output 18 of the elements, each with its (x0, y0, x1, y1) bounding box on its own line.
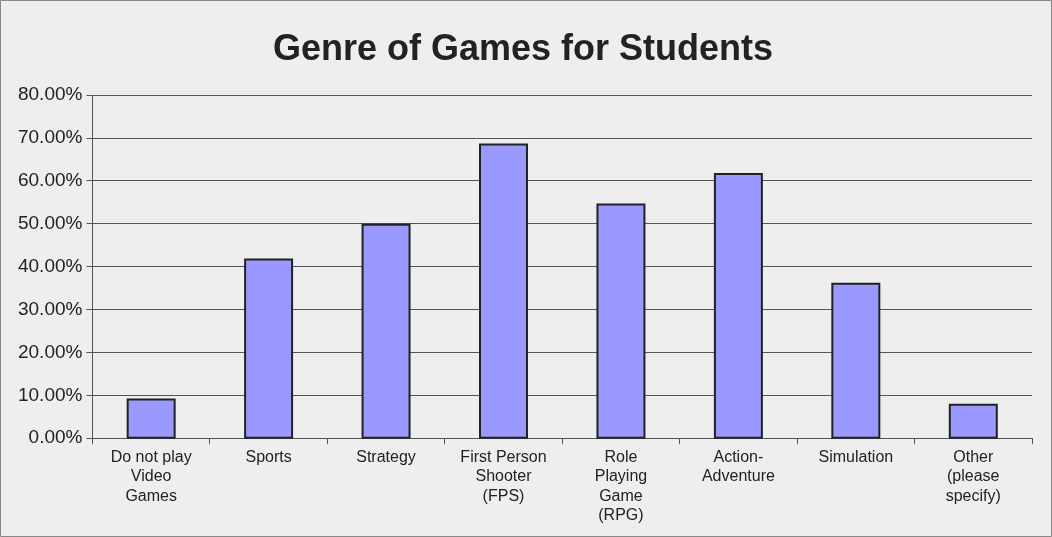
x-tick-label: Action-Adventure (701, 448, 775, 485)
y-tick-label: 70.00% (17, 126, 83, 148)
x-tick-label: Strategy (356, 448, 416, 466)
x-tick-label: Other (please specify) (945, 448, 1001, 504)
x-tick-label: Do not play Video Games (110, 448, 192, 504)
y-tick-label: 40.00% (17, 254, 83, 276)
y-tick-label: 80.00% (17, 83, 83, 105)
y-tick-label: 60.00% (17, 169, 83, 191)
y-tick-label: 50.00% (17, 212, 83, 234)
y-tick-label: 20.00% (17, 340, 83, 362)
y-tick-label: 30.00% (17, 297, 83, 319)
y-tick-label: 0.00% (28, 426, 83, 448)
y-tick-label: 10.00% (17, 383, 83, 405)
x-tick-label: Sports (245, 448, 292, 466)
chart-title: Genre of Games for Students (272, 26, 774, 68)
x-tick-label: First Person Shooter (FPS) (460, 448, 547, 504)
x-tick-label: Simulation (818, 448, 894, 466)
x-tick-label: Role Playing Game (RPG) (594, 448, 648, 523)
